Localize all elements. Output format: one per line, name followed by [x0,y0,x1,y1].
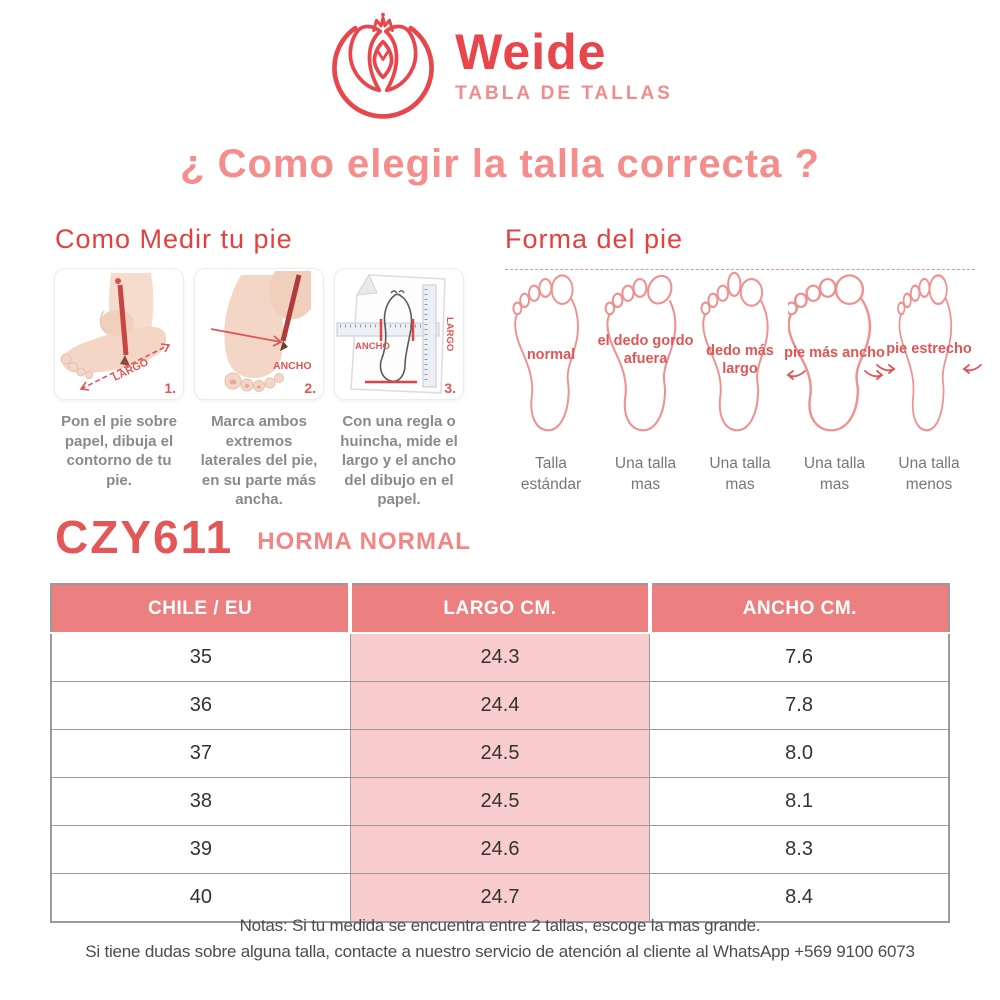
size-cell: 8.4 [649,873,949,922]
size-cell: 24.6 [349,825,650,874]
shape-heading: Forma del pie [505,224,684,254]
size-cell: 24.4 [349,681,650,730]
foot-shape-caption: Una talla mas [614,455,677,493]
table-row: 40 24.7 8.4 [51,873,949,922]
column-header-largo: LARGO CM. [348,584,650,634]
arrow-in-left-icon [962,364,982,374]
step-number: 1. [164,380,176,396]
size-table-header-row: CHILE / EU LARGO CM. ANCHO CM. [51,584,949,634]
foot-outline-icon [512,274,579,432]
foot-shape-caption: Talla estándar [520,455,582,493]
step-number: 3. [444,380,456,396]
foot-narrow: pie estrecho Una talla menos [876,271,982,496]
swan-logo-icon [332,12,434,119]
foot-shape-section: Forma del pie normal Talla estándar [505,224,982,496]
size-cell: 38 [51,777,351,826]
measure-step-1-figure: LARGO 1. [55,269,183,399]
size-cell: 36 [51,681,351,730]
foot-outline-icon [897,274,953,432]
foot-shape-label: pie más ancho [784,345,885,361]
size-cell: 24.3 [349,632,650,682]
measure-heading: Como Medir tu pie [55,224,293,254]
ancho-label: ANCHO [355,341,390,352]
note-line-2: Si tiene dudas sobre alguna talla, conta… [85,942,915,961]
step-1-caption: Pon el pie sobre papel, dibuja el contor… [61,413,177,489]
brand-subtitle: TABLA DE TALLAS [455,83,673,104]
size-cell: 24.7 [349,873,650,922]
size-cell: 24.5 [349,777,650,826]
table-row: 36 24.4 7.8 [51,681,949,730]
column-header-chile-eu: CHILE / EU [51,584,351,634]
arrow-right-icon [863,370,883,380]
ruler-drawing-icon: ANCHO LARGO [336,273,455,394]
foot-shape-label: dedo más largo [706,343,774,377]
size-cell: 7.6 [649,632,949,682]
foot-outline-icon [604,274,676,432]
size-cell: 8.1 [649,777,949,826]
size-cell: 37 [51,729,351,778]
measure-steps: LARGO 1. [55,269,480,399]
foot-normal: normal Talla estándar [505,271,597,496]
foot-shape-label: el dedo gordo afuera [597,333,694,367]
measure-captions: Pon el pie sobre papel, dibuja el contor… [55,412,480,510]
foot-shape-label: pie estrecho [886,341,972,357]
size-cell: 40 [51,873,351,922]
ancho-label: ANCHO [273,360,312,372]
foot-shape-caption: Una talla mas [803,455,866,493]
measure-step-3-figure: ANCHO LARGO 3. [335,269,463,399]
product-code: CZY611 [55,511,234,563]
foot-shape-label: normal [526,347,576,363]
footer-notes: Notas: Si tu medida se encuentra entre 2… [0,913,1000,965]
size-table: CHILE / EU LARGO CM. ANCHO CM. 35 24.3 7… [50,583,950,923]
table-row: 37 24.5 8.0 [51,729,949,778]
page-title: ¿ Como elegir la talla correcta ? [180,142,820,186]
step-2-caption: Marca ambos extremos laterales del pie, … [200,413,318,508]
feet-row: normal Talla estándar el dedo gordo afue… [505,269,982,496]
foot-long-toe: dedo más largo Una talla mas [694,271,786,496]
product-fit-label: HORMA NORMAL [257,528,471,555]
table-row: 39 24.6 8.3 [51,825,949,874]
step-3-caption: Con una regla o huincha, mide el largo y… [340,413,458,508]
note-line-1: Notas: Si tu medida se encuentra entre 2… [239,916,761,935]
arrow-left-icon [786,370,806,380]
size-cell: 24.5 [349,729,650,778]
largo-label: LARGO [444,317,455,351]
logo: Weide TABLA DE TALLAS [0,10,1000,122]
table-row: 35 24.3 7.6 [51,632,949,682]
step-number: 2. [304,380,316,396]
size-cell: 35 [51,632,351,682]
size-cell: 8.0 [649,729,949,778]
measure-section: Como Medir tu pie [55,224,480,510]
size-cell: 8.3 [649,825,949,874]
column-header-ancho: ANCHO CM. [647,584,949,634]
mark-width-photo-icon: ANCHO [210,271,312,392]
product-line: CZY611 HORMA NORMAL [55,514,471,560]
logo-text: Weide TABLA DE TALLAS [455,27,673,105]
table-row: 38 24.5 8.1 [51,777,949,826]
measure-step-2-figure: ANCHO 2. [195,269,323,399]
foot-shape-caption: Una talla menos [898,455,960,493]
arrow-in-right-icon [876,364,896,374]
foot-outline-icon [700,271,769,432]
foot-shape-caption: Una talla mas [709,455,771,493]
brand-name: Weide [455,24,607,80]
size-cell: 7.8 [649,681,949,730]
size-cell: 39 [51,825,351,874]
trace-foot-photo-icon: LARGO [60,273,171,391]
foot-outline-icon [787,274,871,432]
foot-big-toe-out: el dedo gordo afuera Una talla mas [598,271,693,496]
foot-wide: pie más ancho Una talla mas [784,271,885,496]
